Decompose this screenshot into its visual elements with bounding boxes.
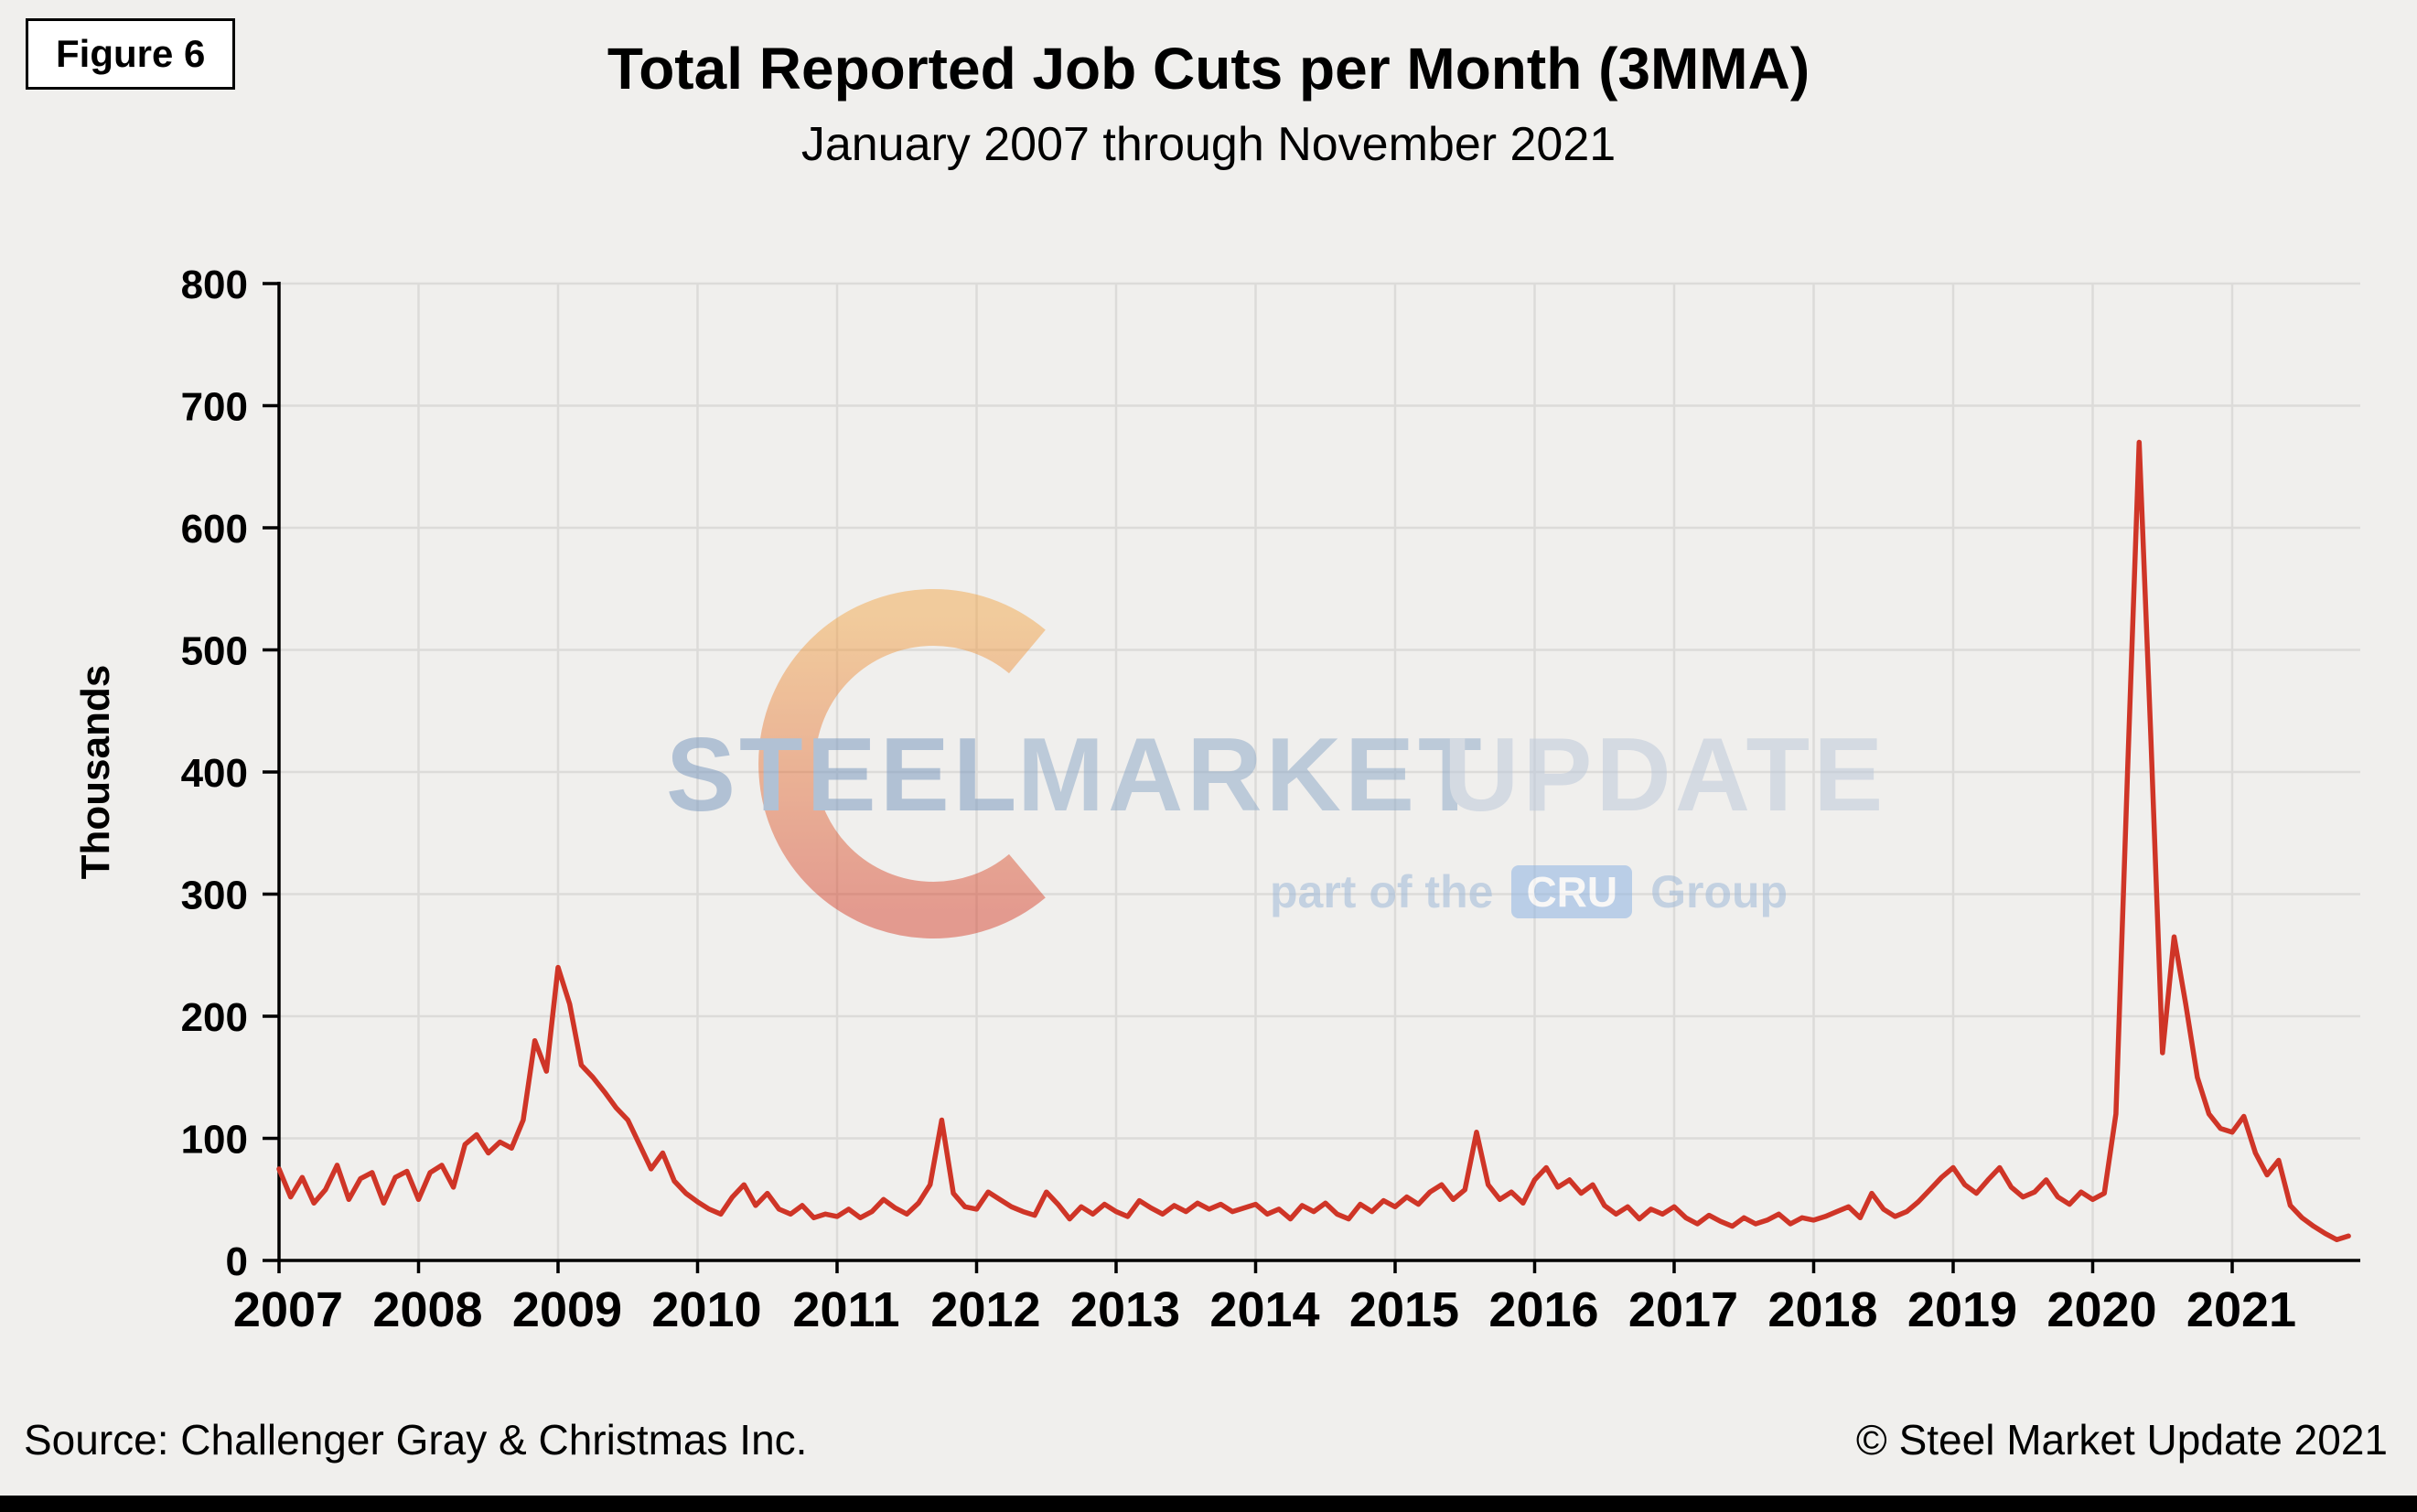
source-attribution: Source: Challenger Gray & Christmas Inc. — [24, 1416, 808, 1464]
svg-text:700: 700 — [181, 385, 248, 430]
svg-text:2014: 2014 — [1209, 1282, 1319, 1337]
svg-text:2016: 2016 — [1488, 1282, 1598, 1337]
svg-text:800: 800 — [181, 263, 248, 307]
svg-text:2013: 2013 — [1070, 1282, 1180, 1337]
svg-text:2009: 2009 — [512, 1282, 622, 1337]
svg-text:2007: 2007 — [233, 1282, 343, 1337]
svg-text:2010: 2010 — [651, 1282, 761, 1337]
svg-text:200: 200 — [181, 995, 248, 1040]
svg-text:2011: 2011 — [792, 1282, 899, 1337]
svg-text:600: 600 — [181, 507, 248, 552]
svg-text:2017: 2017 — [1628, 1282, 1738, 1337]
svg-text:2021: 2021 — [2186, 1282, 2296, 1337]
chart-subtitle: January 2007 through November 2021 — [800, 118, 1617, 171]
svg-text:100: 100 — [181, 1118, 248, 1163]
svg-text:2018: 2018 — [1767, 1282, 1877, 1337]
svg-text:300: 300 — [181, 874, 248, 918]
svg-text:2020: 2020 — [2046, 1282, 2156, 1337]
svg-text:2008: 2008 — [372, 1282, 482, 1337]
svg-text:400: 400 — [181, 751, 248, 796]
chart-title: Total Reported Job Cuts per Month (3MMA) — [607, 36, 1810, 102]
svg-text:2015: 2015 — [1349, 1282, 1459, 1337]
svg-text:2019: 2019 — [1907, 1282, 2017, 1337]
y-axis-title: Thousands — [73, 664, 118, 880]
figure-label: Figure 6 — [26, 18, 236, 90]
bottom-border-bar — [0, 1496, 2417, 1512]
copyright-notice: © Steel Market Update 2021 — [1855, 1416, 2388, 1464]
svg-text:2012: 2012 — [930, 1282, 1040, 1337]
svg-text:0: 0 — [226, 1239, 248, 1284]
svg-text:500: 500 — [181, 629, 248, 674]
